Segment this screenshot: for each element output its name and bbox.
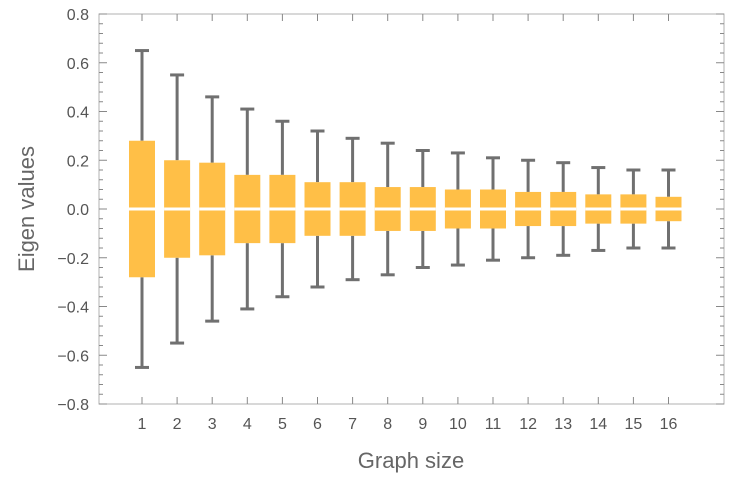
box-group (515, 158, 542, 260)
x-tick-label: 14 (589, 416, 607, 433)
y-axis-ticks: −0.8 −0.6 −0.4 −0.2 0.0 0.2 0.4 0.6 0.8 (57, 7, 724, 414)
box-group (620, 168, 647, 250)
x-tick-label: 10 (449, 416, 467, 433)
y-tick-label: −0.6 (57, 348, 89, 365)
y-tick-label: 0.0 (67, 202, 89, 219)
x-tick-label: 8 (383, 416, 392, 433)
box-group (199, 95, 226, 323)
x-tick-label: 1 (138, 416, 147, 433)
x-tick-label: 11 (485, 416, 502, 433)
x-tick-label: 2 (173, 416, 182, 433)
x-tick-label: 15 (625, 416, 643, 433)
x-tick-label: 7 (348, 416, 357, 433)
y-tick-label: −0.8 (57, 397, 89, 414)
x-tick-label: 6 (313, 416, 322, 433)
box-group (339, 136, 366, 282)
box-group (269, 119, 296, 299)
x-axis-label: Graph size (358, 448, 464, 473)
box-group (129, 49, 155, 369)
box-group (304, 129, 331, 289)
chart-marks (129, 49, 682, 369)
y-tick-label: −0.2 (57, 251, 89, 268)
box-group (164, 73, 191, 345)
x-tick-label: 4 (243, 416, 252, 433)
box-group (234, 107, 261, 311)
box-group (480, 156, 506, 262)
box-group (655, 168, 682, 250)
y-tick-label: 0.6 (67, 56, 89, 73)
y-axis-label: Eigen values (14, 146, 39, 272)
x-tick-label: 12 (519, 416, 537, 433)
y-tick-label: 0.8 (67, 7, 89, 24)
box-group (444, 151, 471, 267)
y-tick-label: −0.4 (57, 300, 89, 317)
box-group (585, 166, 612, 252)
x-tick-label: 13 (554, 416, 572, 433)
x-axis-ticks: 1 2 3 4 5 6 7 8 9 10 11 12 13 14 15 16 (138, 14, 678, 433)
y-tick-label: 0.4 (67, 105, 89, 122)
box-group (374, 141, 401, 277)
box-group (550, 161, 577, 257)
x-tick-label: 9 (418, 416, 427, 433)
box-group (409, 149, 436, 269)
y-tick-label: 0.2 (67, 153, 89, 170)
x-tick-label: 3 (208, 416, 217, 433)
x-tick-label: 16 (660, 416, 678, 433)
x-tick-label: 5 (278, 416, 287, 433)
